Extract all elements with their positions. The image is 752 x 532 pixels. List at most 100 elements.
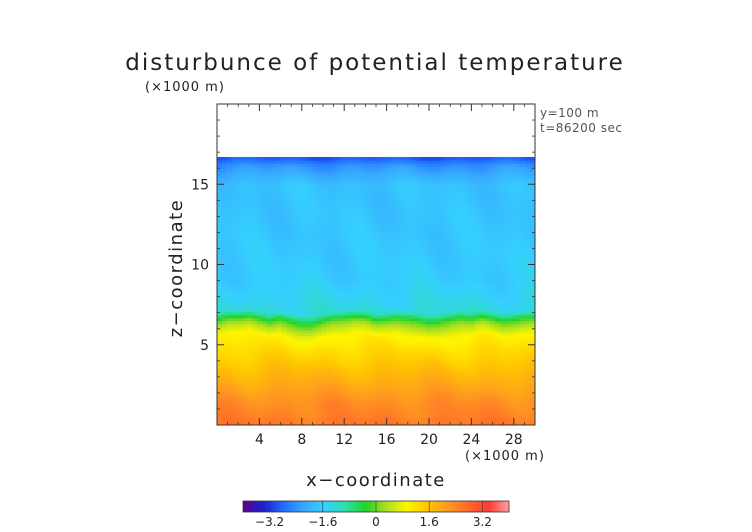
heatmap-cell <box>405 419 412 423</box>
heatmap-cell <box>351 207 357 212</box>
heatmap-cell <box>301 225 308 230</box>
heatmap-cell <box>351 296 357 301</box>
heatmap-cell <box>301 276 308 280</box>
heatmap-cell <box>236 407 243 411</box>
heatmap-cell <box>425 189 432 194</box>
heatmap-cell <box>266 204 273 209</box>
heatmap-cell <box>460 377 467 381</box>
heatmap-cell <box>465 276 472 280</box>
heatmap-cell <box>376 401 382 405</box>
heatmap-cell <box>271 347 278 352</box>
heatmap-cell <box>485 258 491 262</box>
heatmap-cell <box>361 156 367 161</box>
heatmap-cell <box>256 305 263 310</box>
heatmap-cell <box>306 276 313 280</box>
heatmap-cell <box>311 401 317 405</box>
heatmap-cell <box>420 243 427 247</box>
heatmap-cell <box>470 314 476 319</box>
heatmap-cell <box>435 210 442 215</box>
heatmap-cell <box>291 258 298 262</box>
heatmap-cell <box>390 282 397 286</box>
heatmap-cell <box>296 314 303 319</box>
heatmap-cell <box>336 359 342 364</box>
heatmap-cell <box>410 299 417 304</box>
heatmap-cell <box>465 344 472 349</box>
heatmap-cell <box>371 249 377 253</box>
heatmap-cell <box>251 356 258 361</box>
heatmap-cell <box>361 344 367 349</box>
heatmap-cell <box>341 329 347 334</box>
heatmap-cell <box>415 299 422 304</box>
heatmap-cell <box>385 353 392 358</box>
heatmap-cell <box>241 344 248 349</box>
heatmap-cell <box>435 380 442 384</box>
heatmap-cell <box>217 380 223 384</box>
heatmap-cell <box>321 159 327 164</box>
heatmap-cell <box>420 225 427 230</box>
heatmap-cell <box>226 329 233 334</box>
heatmap-cell <box>410 419 417 423</box>
heatmap-cell <box>336 344 342 349</box>
heatmap-cell <box>425 293 432 298</box>
heatmap-cell <box>470 270 476 274</box>
heatmap-cell <box>385 234 392 238</box>
heatmap-cell <box>395 407 402 411</box>
heatmap-cell <box>371 204 377 209</box>
heatmap-cell <box>256 198 263 203</box>
heatmap-cell <box>321 302 327 307</box>
heatmap-cell <box>261 183 268 188</box>
heatmap-cell <box>221 299 228 304</box>
heatmap-cell <box>366 317 372 322</box>
heatmap-cell <box>361 368 367 372</box>
heatmap-cell <box>326 201 332 206</box>
heatmap-cell <box>306 171 313 176</box>
heatmap-cell <box>371 308 377 313</box>
heatmap-cell <box>246 383 253 387</box>
heatmap-cell <box>420 270 427 274</box>
heatmap-cell <box>331 201 337 206</box>
heatmap-cell <box>415 264 422 268</box>
heatmap-cell <box>485 186 491 191</box>
heatmap-cell <box>425 335 432 340</box>
heatmap-cell <box>296 192 303 197</box>
heatmap-cell <box>445 192 452 197</box>
heatmap-cell <box>341 353 347 358</box>
heatmap-cell <box>470 296 476 301</box>
heatmap-cell <box>341 386 347 390</box>
heatmap-cell <box>475 201 481 206</box>
heatmap-cell <box>485 261 491 265</box>
heatmap-cell <box>236 204 243 209</box>
heatmap-cell <box>266 189 273 194</box>
heatmap-cell <box>351 246 357 250</box>
heatmap-cell <box>316 264 322 268</box>
heatmap-cell <box>236 267 243 271</box>
heatmap-cell <box>450 267 457 271</box>
heatmap-cell <box>311 270 317 274</box>
heatmap-cell <box>266 264 273 268</box>
heatmap-cell <box>281 243 288 247</box>
heatmap-cell <box>465 341 472 346</box>
heatmap-cell <box>241 416 248 420</box>
heatmap-cell <box>296 252 303 256</box>
heatmap-cell <box>226 180 233 185</box>
heatmap-cell <box>301 383 308 387</box>
heatmap-cell <box>271 323 278 328</box>
heatmap-cell <box>485 320 491 325</box>
heatmap-cell <box>306 195 313 200</box>
heatmap-cell <box>276 362 283 367</box>
heatmap-cell <box>351 228 357 233</box>
heatmap-cell <box>276 413 283 417</box>
heatmap-cell <box>291 386 298 390</box>
heatmap-cell <box>321 410 327 414</box>
heatmap-cell <box>256 362 263 367</box>
heatmap-cell <box>326 168 332 173</box>
heatmap-cell <box>251 198 258 203</box>
heatmap-cell <box>286 392 293 396</box>
heatmap-cell <box>410 180 417 185</box>
heatmap-cell <box>241 329 248 334</box>
heatmap-cell <box>425 285 432 289</box>
heatmap-cell <box>296 377 303 381</box>
heatmap-cell <box>490 353 496 358</box>
heatmap-cell <box>311 335 317 340</box>
heatmap-cell <box>385 308 392 313</box>
